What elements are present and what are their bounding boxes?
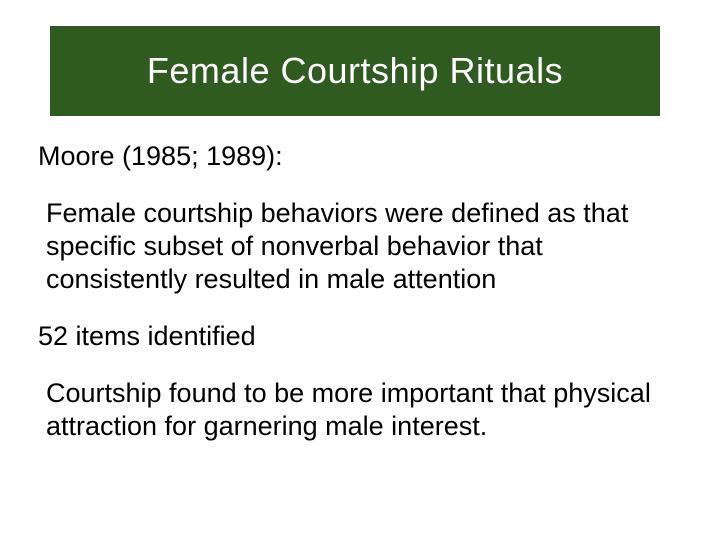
- body-paragraph-2: Female courtship behaviors were defined …: [38, 197, 688, 296]
- title-box: Female Courtship Rituals: [50, 26, 660, 116]
- slide-title: Female Courtship Rituals: [147, 50, 563, 92]
- body-area: Moore (1985; 1989): Female courtship beh…: [38, 140, 688, 467]
- body-paragraph-1: Moore (1985; 1989):: [38, 140, 688, 173]
- body-paragraph-3: 52 items identified: [38, 320, 688, 353]
- body-paragraph-4: Courtship found to be more important tha…: [38, 377, 688, 443]
